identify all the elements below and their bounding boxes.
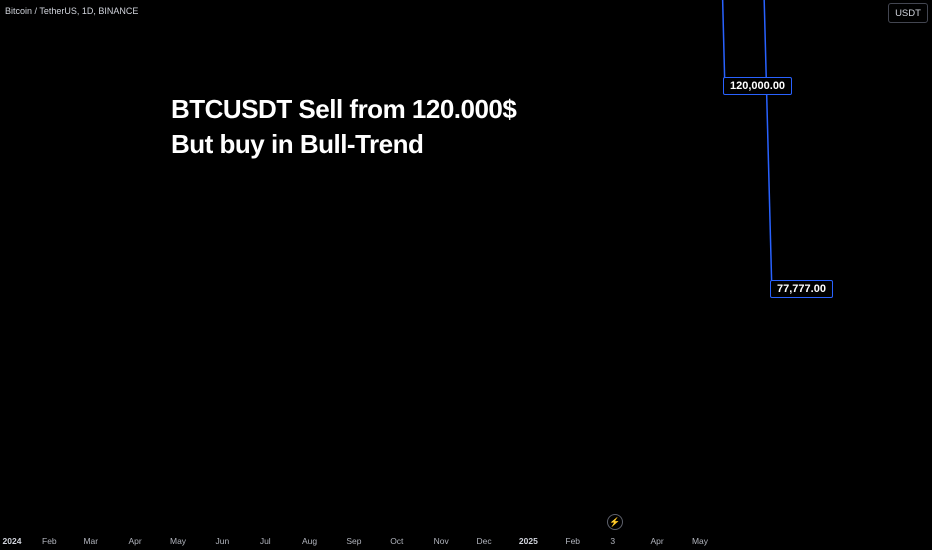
time-tick-label: 2024 (2, 536, 22, 546)
time-tick-label: Oct (390, 536, 404, 546)
time-tick-label: Jul (259, 536, 271, 546)
time-tick-label: Aug (302, 536, 318, 546)
time-tick-label: Jun (215, 536, 230, 546)
callout-target-long: 77,777.00 (770, 280, 833, 298)
time-tick-label: Apr (128, 536, 142, 546)
time-tick-label: Dec (476, 536, 492, 546)
callout-leader-line (763, 0, 773, 297)
time-tick-label: 2025 (518, 536, 538, 546)
headline-line-2: But buy in Bull-Trend (171, 129, 424, 159)
time-tick-label: 3 (610, 536, 616, 546)
time-tick-label: Feb (565, 536, 581, 546)
currency-button[interactable]: USDT (888, 3, 928, 23)
symbol-header: Bitcoin / TetherUS, 1D, BINANCE (5, 6, 139, 16)
callout-leader-line (721, 0, 726, 94)
time-tick-label: May (169, 536, 187, 546)
time-tick-label: Apr (650, 536, 664, 546)
headline-line-1: BTCUSDT Sell from 120.000$ (171, 94, 517, 124)
time-tick-label: Nov (433, 536, 449, 546)
time-tick-label: Mar (83, 536, 99, 546)
time-tick-label: Sep (346, 536, 362, 546)
lightning-icon[interactable]: ⚡ (607, 514, 623, 530)
callout-target-short: 120,000.00 (723, 77, 793, 95)
time-tick-label: Feb (42, 536, 57, 546)
time-tick-label: May (691, 536, 708, 546)
